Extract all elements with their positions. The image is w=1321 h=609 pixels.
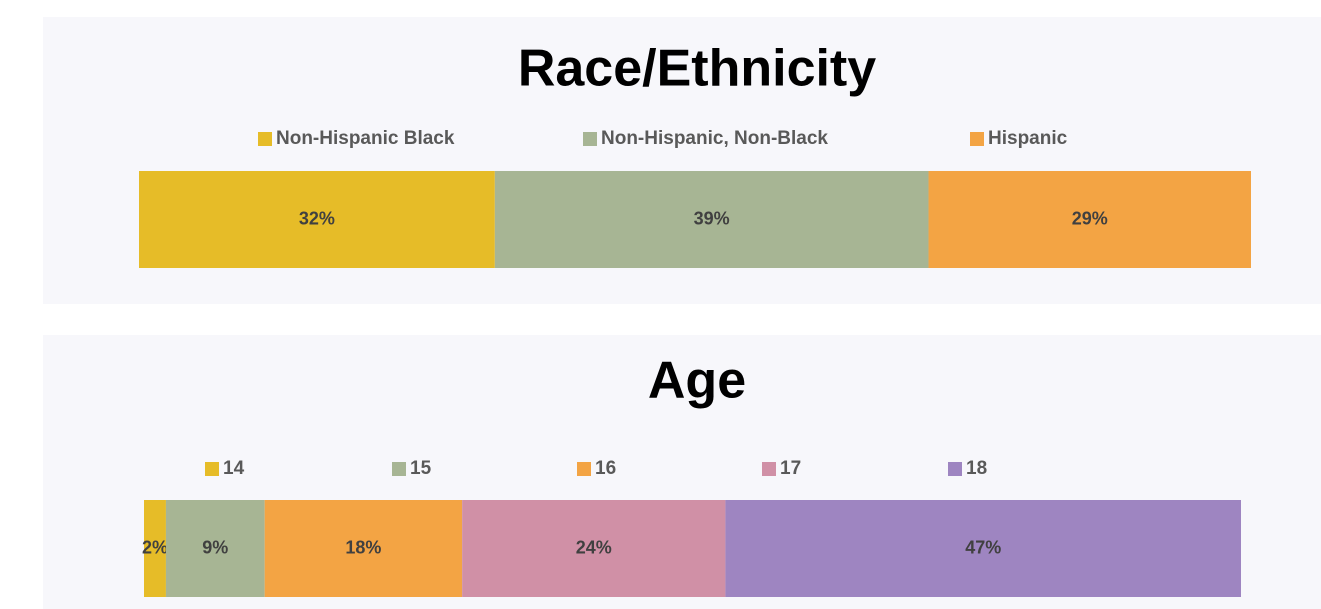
data-label: 47%: [965, 537, 1001, 557]
bar-segment: [928, 171, 1251, 268]
legend-label: 18: [966, 458, 987, 479]
legend-swatch: [948, 462, 962, 476]
chart-title: Age: [648, 352, 746, 410]
legend-label: Hispanic: [988, 128, 1068, 149]
legend-swatch: [392, 462, 406, 476]
data-label: 29%: [1072, 208, 1108, 228]
bar-segment: [494, 171, 929, 268]
legend-swatch: [762, 462, 776, 476]
legend-swatch: [583, 132, 597, 146]
bar-segment: [264, 500, 463, 597]
data-label: 2%: [142, 537, 168, 557]
bar-segment: [725, 500, 1241, 597]
data-label: 32%: [299, 208, 335, 228]
legend-swatch: [577, 462, 591, 476]
data-label: 24%: [576, 537, 612, 557]
legend-swatch: [970, 132, 984, 146]
legend-swatch: [205, 462, 219, 476]
legend-label: 16: [595, 458, 616, 479]
legend-label: 15: [410, 458, 432, 479]
legend-swatch: [258, 132, 272, 146]
bar-segment: [144, 500, 166, 597]
legend-label: Non-Hispanic, Non-Black: [601, 128, 828, 149]
chart-title: Race/Ethnicity: [518, 40, 876, 98]
bar-segment: [462, 500, 726, 597]
legend-label: 17: [780, 458, 801, 479]
data-label: 39%: [694, 208, 730, 228]
data-label: 9%: [202, 537, 228, 557]
legend-label: 14: [223, 458, 245, 479]
bar-segment: [165, 500, 265, 597]
data-label: 18%: [345, 537, 381, 557]
bar-segment: [139, 171, 495, 268]
legend-label: Non-Hispanic Black: [276, 128, 455, 149]
